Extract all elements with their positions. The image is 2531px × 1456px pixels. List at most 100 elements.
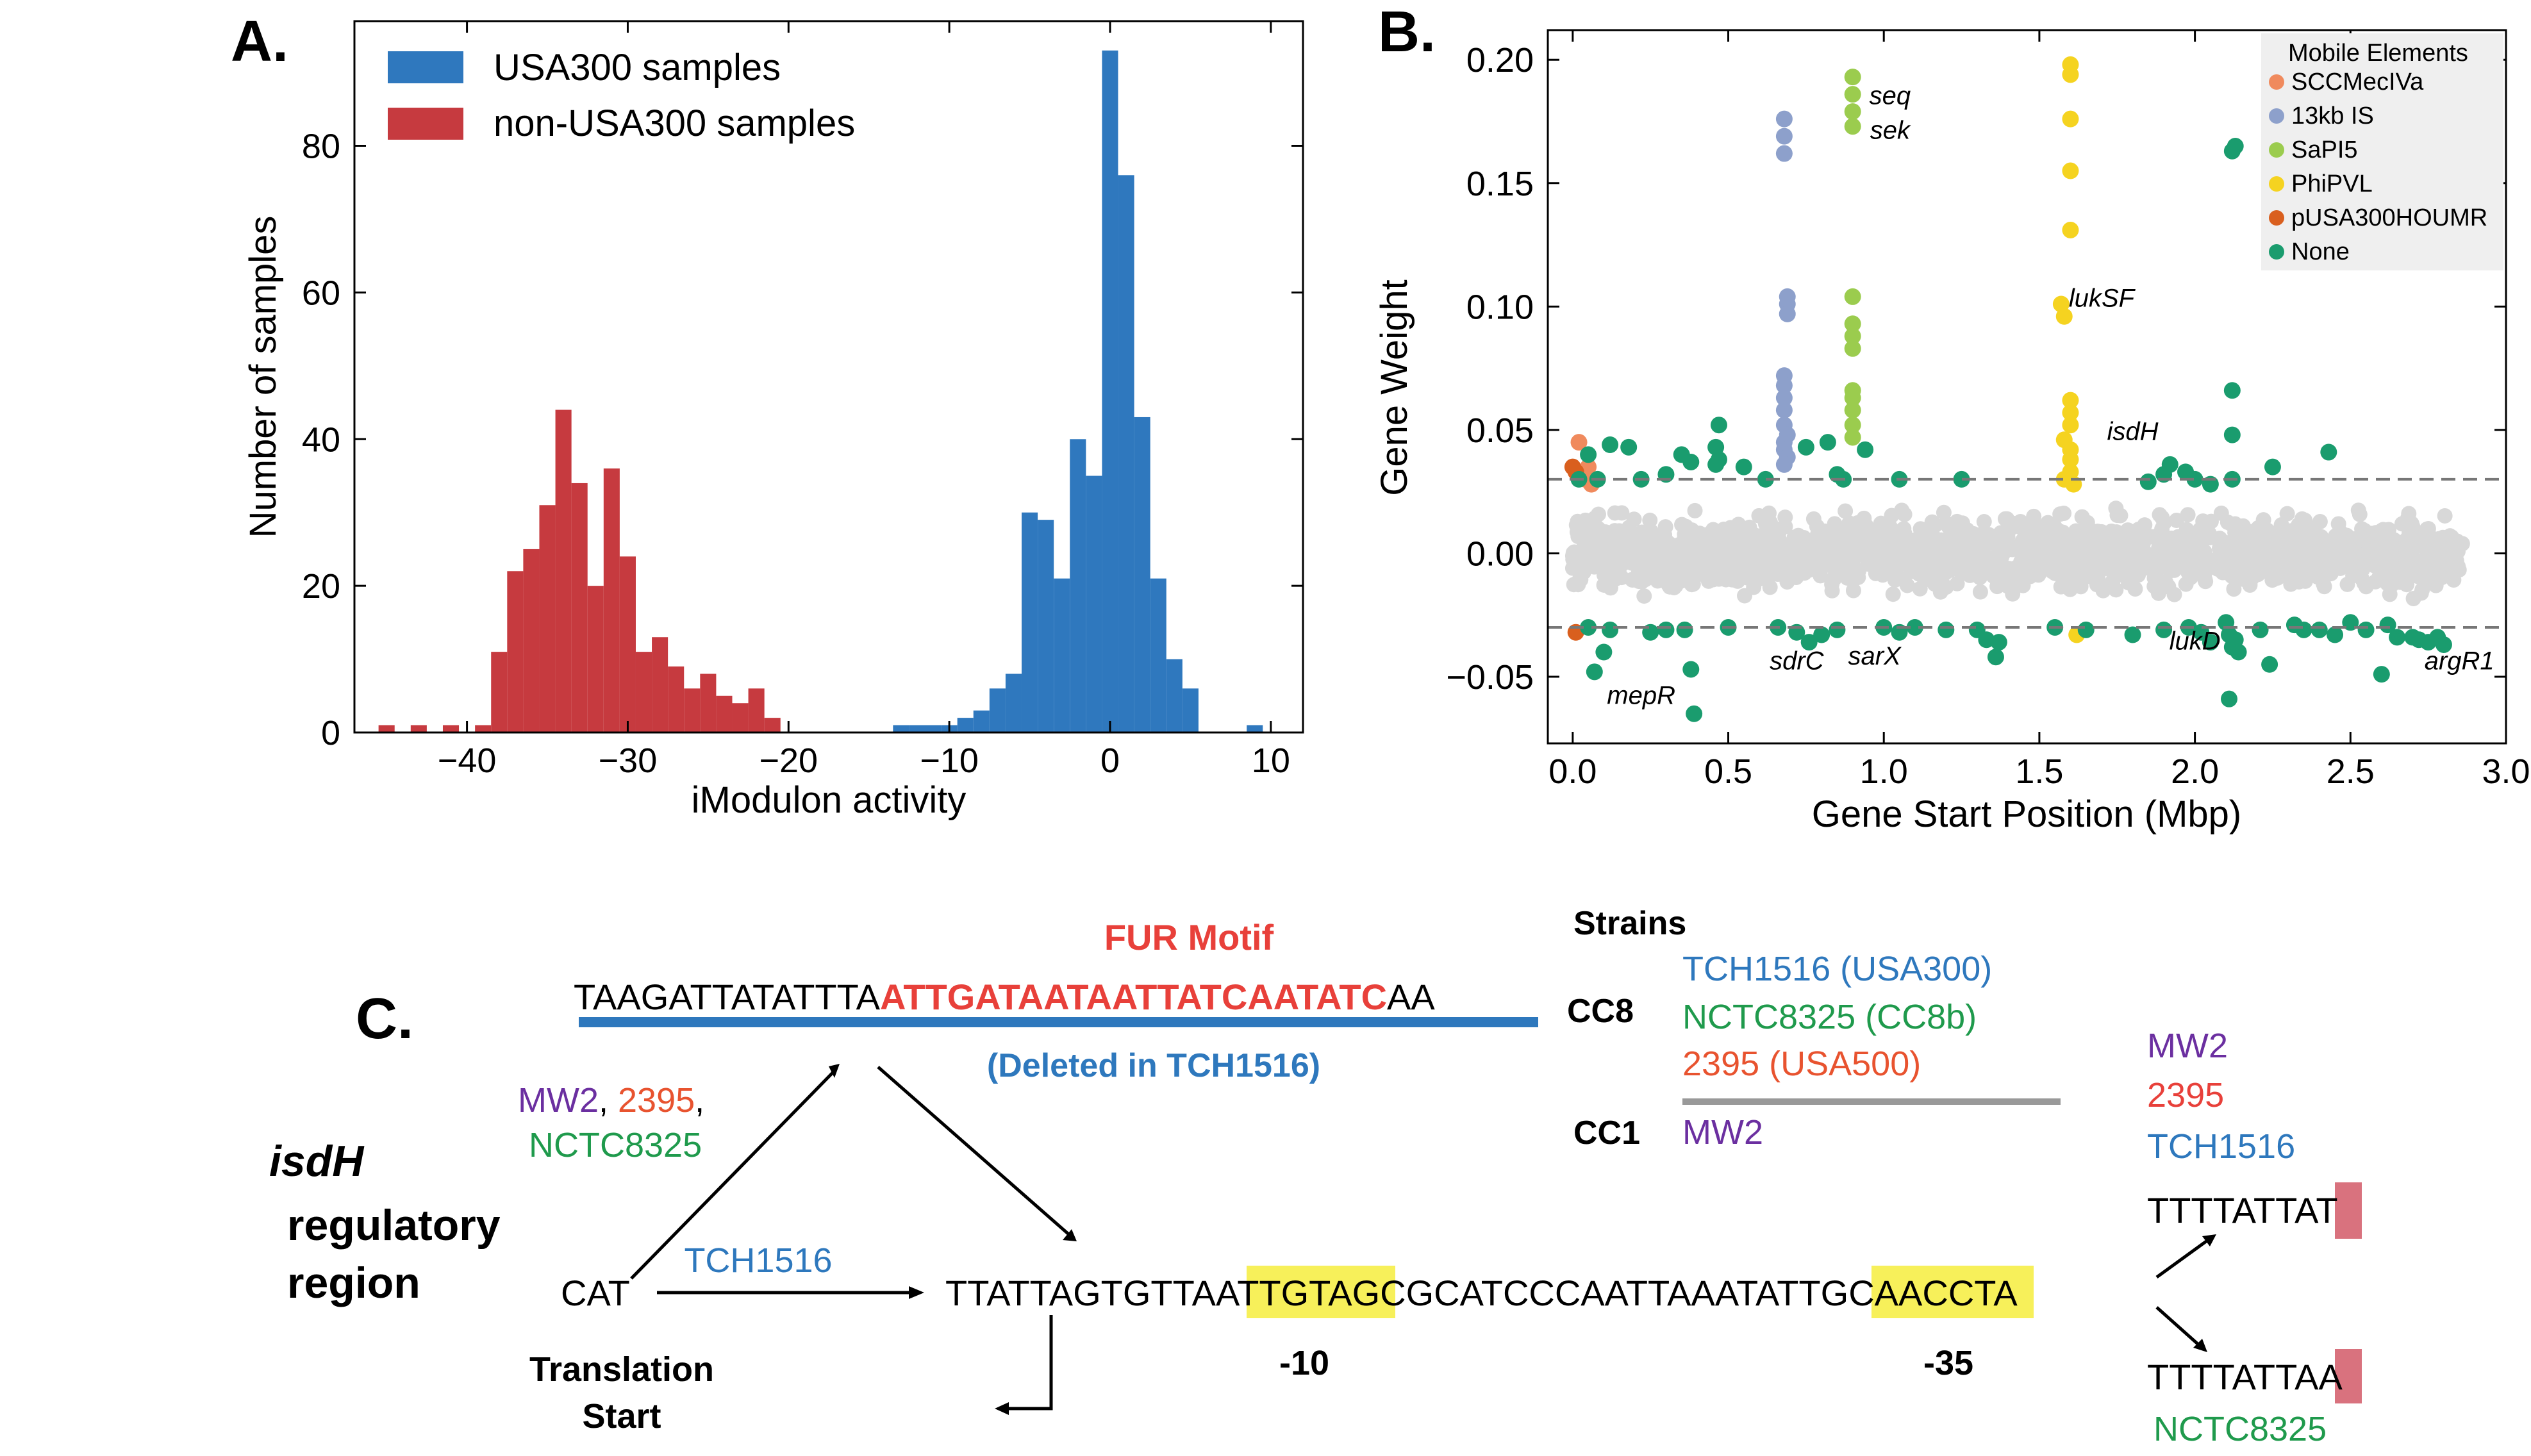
gene-point — [1710, 417, 1727, 434]
background-gene-point — [2056, 506, 2072, 522]
background-gene-point — [1991, 529, 2007, 545]
x-tick-label: 2.5 — [2327, 752, 2375, 791]
arrow-head-translation — [995, 1402, 1009, 1415]
background-gene-point — [1642, 512, 1658, 528]
background-gene-point — [1951, 520, 1967, 536]
background-gene-point — [1751, 571, 1767, 587]
variant-t-prefix: TTTTATTA — [2147, 1190, 2319, 1230]
background-gene-point — [1896, 506, 1913, 522]
gene-point — [1710, 451, 1727, 468]
gene-point — [1978, 631, 1995, 649]
background-gene-point — [1885, 586, 1901, 602]
variant-t-base: T — [2316, 1190, 2337, 1230]
promoter-sequence: TTATTAGTGTTAATTGTAGCGCATCCCAATTAAATATTGC… — [945, 1273, 2018, 1313]
gene-annotation: lukSF — [2069, 284, 2136, 312]
arrow-to-variant-a — [2155, 1306, 2200, 1346]
y-tick-label: 60 — [302, 274, 340, 312]
background-gene-point — [1689, 559, 1705, 575]
background-gene-point — [2339, 576, 2355, 592]
histogram-bar — [571, 483, 588, 732]
regulatory-diagram: FUR Motif TAAGATTATATTTAATTGATAATAATTATC… — [269, 905, 2362, 1448]
background-gene-point — [1590, 506, 1606, 522]
gene-point — [1819, 434, 1836, 451]
promoter-seq-part1: TTATTAGTGTTA — [945, 1273, 1216, 1313]
background-gene-point — [2444, 556, 2460, 572]
background-gene-point — [1845, 583, 1861, 599]
background-gene-point — [2137, 554, 2153, 570]
histogram-bar — [973, 710, 990, 732]
gene-point — [1844, 86, 1861, 103]
background-gene-point — [2368, 574, 2384, 590]
background-gene-point — [2105, 571, 2121, 587]
background-gene-point — [1607, 541, 1623, 557]
histogram-bar — [523, 549, 540, 732]
background-gene-point — [1842, 543, 1858, 559]
deletion-bar — [579, 1017, 1538, 1027]
background-gene-point — [2350, 554, 2366, 570]
legend-marker — [2269, 74, 2284, 90]
gene-annotation: sdrC — [1770, 647, 1825, 675]
background-gene-point — [1707, 545, 1723, 561]
gene-point — [2155, 621, 2173, 638]
gene-point — [1857, 441, 1874, 458]
legend-swatch-usa300 — [388, 51, 463, 83]
background-gene-point — [1850, 569, 1866, 585]
background-gene-point — [2394, 534, 2411, 550]
gene-point — [1813, 626, 1830, 643]
background-gene-point — [1779, 574, 1795, 590]
arrow-cat-to-fur — [630, 1071, 834, 1280]
background-gene-point — [2148, 565, 2164, 581]
gene-point — [2062, 392, 2079, 409]
legend-items: SCCMecIVa 13kb IS SaPI5 PhiPVL pUSA300HOUMR N… — [2269, 69, 2487, 265]
gene-point — [1602, 621, 1619, 638]
gene-point — [2062, 66, 2079, 83]
threshold-lines — [1548, 477, 2506, 629]
background-gene-point — [1663, 577, 1679, 593]
background-gene-point — [2218, 541, 2234, 557]
gene-point — [2389, 629, 2406, 646]
background-gene-point — [1995, 559, 2011, 575]
left-strain-nctc8325: NCTC8325 — [529, 1126, 702, 1164]
background-gene-point — [1743, 531, 1759, 547]
cc1-label: CC1 — [1573, 1114, 1640, 1152]
cc8-strain-tch1516: TCH1516 (USA300) — [1682, 950, 1992, 988]
legend-label: pUSA300HOUMR — [2291, 204, 2487, 231]
background-gene-point — [1887, 572, 1903, 588]
legend-label-non-usa300: non-USA300 samples — [494, 103, 855, 144]
gene-point — [1906, 618, 1923, 636]
background-gene-point — [2070, 563, 2086, 579]
histogram-bars — [378, 50, 1263, 732]
background-gene-point — [2026, 508, 2042, 524]
background-gene-point — [1739, 570, 1755, 586]
gene-point — [1682, 661, 1700, 678]
background-gene-point — [2117, 563, 2133, 579]
scatter-y-axis-label: Gene Weight — [1373, 279, 1415, 495]
background-gene-point — [2327, 538, 2343, 554]
background-gene-point — [2150, 527, 2166, 543]
background-gene-point — [2169, 512, 2185, 528]
histogram-bar — [1102, 50, 1118, 732]
histogram-frame — [353, 20, 1304, 734]
gene-point — [2161, 456, 2178, 473]
background-gene-point — [1866, 533, 1882, 549]
background-gene-point — [2303, 521, 2319, 537]
legend-marker — [2269, 176, 2284, 192]
background-gene-point — [1668, 548, 1684, 564]
histogram-bar — [491, 652, 508, 732]
gene-point — [1676, 621, 1693, 638]
gene-point — [1580, 618, 1597, 636]
histogram-bar — [555, 410, 572, 732]
legend-label-usa300: USA300 samples — [494, 47, 781, 88]
gene-point — [2062, 404, 2079, 421]
background-gene-point — [1594, 556, 1610, 572]
histogram-bar — [989, 688, 1006, 732]
gene-point — [1844, 389, 1861, 406]
variant-a-highlight — [2335, 1349, 2362, 1403]
background-gene-point — [2316, 575, 2332, 592]
gene-annotation: argR1 — [2425, 647, 2494, 675]
background-gene-point — [2175, 536, 2191, 552]
background-gene-point — [2116, 534, 2132, 550]
background-gene-point — [1581, 534, 1597, 550]
gene-point — [1657, 621, 1675, 638]
histogram-bar — [925, 725, 942, 732]
